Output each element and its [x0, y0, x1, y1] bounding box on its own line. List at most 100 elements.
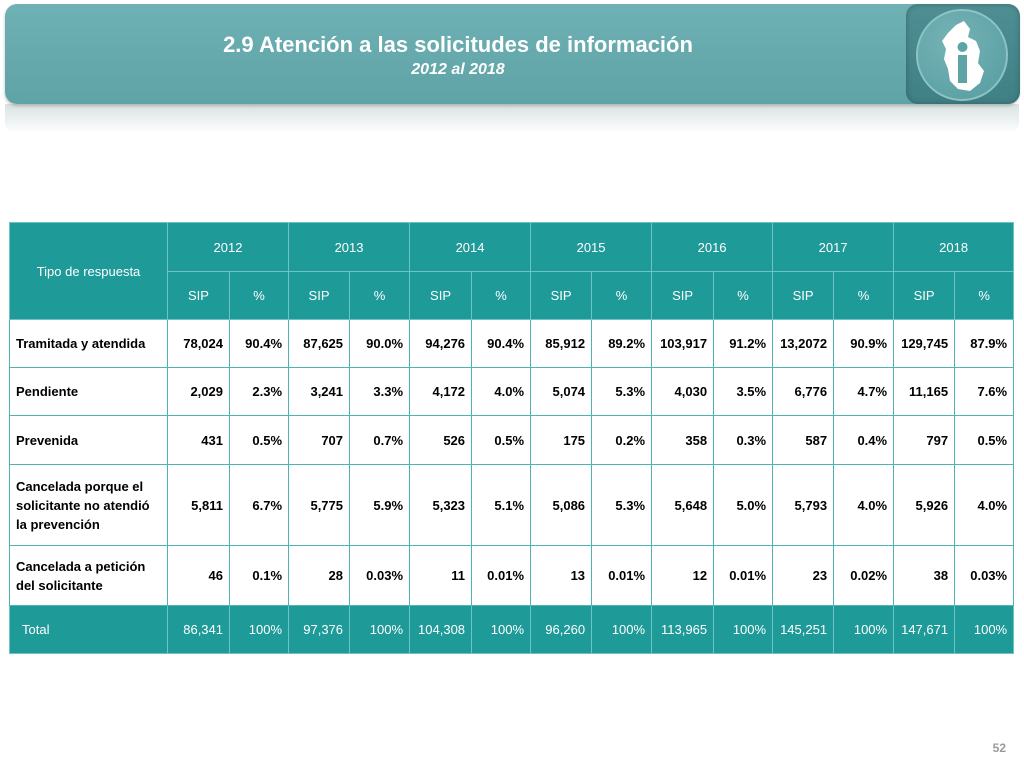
sip-cell: 11,165 — [893, 367, 956, 416]
sip-cell: 797 — [893, 415, 956, 465]
year-header-row: Tipo de respuesta 2012 2013 2014 2015 20… — [9, 222, 1015, 320]
percent-cell: 0.4% — [833, 415, 895, 465]
percent-cell: 90.4% — [471, 319, 532, 368]
total-sip-cell: 86,341 — [167, 605, 230, 654]
sip-cell: 23 — [772, 545, 835, 606]
row-header-tipo: Tipo de respuesta — [9, 222, 168, 320]
logo-mark-icon — [942, 21, 984, 91]
sip-cell: 103,917 — [651, 319, 715, 368]
percent-cell: 5.3% — [591, 367, 653, 416]
percent-cell: 90.4% — [228, 319, 290, 368]
year-header: 2012 — [166, 222, 290, 272]
sip-cell: 13 — [530, 545, 593, 606]
total-row: Total 86,341 100% 97,376 100% 104,308 100% 96,2… — [9, 605, 1015, 654]
table-row: Prevenida 431 0.5% 707 0.7% 526 0.5% 175 0.2% 358… — [9, 415, 1015, 465]
banner-reflection — [5, 104, 1019, 134]
total-sip-cell: 96,260 — [530, 605, 593, 654]
row-label: Tramitada y atendida — [9, 319, 168, 368]
percent-cell: 2.3% — [228, 367, 290, 416]
percent-header: % — [591, 271, 653, 320]
sip-cell: 175 — [530, 415, 593, 465]
percent-cell: 0.01% — [591, 545, 653, 606]
percent-cell: 5.0% — [713, 464, 774, 546]
percent-cell: 0.3% — [713, 415, 774, 465]
sip-cell: 526 — [409, 415, 473, 465]
sip-cell: 431 — [167, 415, 230, 465]
page-number: 52 — [992, 741, 1006, 755]
percent-cell: 6.7% — [228, 464, 290, 546]
sip-cell: 587 — [772, 415, 835, 465]
sip-cell: 4,172 — [409, 367, 473, 416]
percent-cell: 0.01% — [713, 545, 774, 606]
total-percent-cell: 100% — [833, 605, 895, 654]
percent-cell: 5.9% — [349, 464, 411, 546]
percent-cell: 91.2% — [713, 319, 774, 368]
percent-cell: 0.01% — [471, 545, 532, 606]
percent-cell: 90.9% — [833, 319, 895, 368]
percent-header: % — [713, 271, 774, 320]
percent-cell: 4.0% — [833, 464, 895, 546]
sip-cell: 5,811 — [167, 464, 230, 546]
percent-header: % — [349, 271, 411, 320]
sip-cell: 78,024 — [167, 319, 230, 368]
percent-cell: 4.0% — [471, 367, 532, 416]
percent-cell: 5.1% — [471, 464, 532, 546]
sip-cell: 5,926 — [893, 464, 956, 546]
year-header: 2018 — [893, 222, 1015, 272]
cdmx-info-logo-icon — [916, 9, 1008, 101]
total-sip-cell: 145,251 — [772, 605, 835, 654]
sip-cell: 4,030 — [651, 367, 715, 416]
sip-cell: 5,323 — [409, 464, 473, 546]
table-row: Tramitada y atendida 78,024 90.4% 87,625 90.… — [9, 319, 1015, 368]
title-banner — [5, 4, 1019, 104]
sip-cell: 5,086 — [530, 464, 593, 546]
sip-cell: 28 — [288, 545, 351, 606]
row-label: Prevenida — [9, 415, 168, 465]
page-subtitle: 2012 al 2018 — [411, 61, 505, 78]
sip-header: SIP — [893, 271, 956, 320]
total-percent-cell: 100% — [713, 605, 774, 654]
sip-cell: 5,775 — [288, 464, 351, 546]
year-header: 2013 — [288, 222, 411, 272]
total-sip-cell: 147,671 — [893, 605, 956, 654]
row-label: Cancelada porque el solicitante no atend… — [9, 464, 168, 546]
year-header: 2014 — [409, 222, 532, 272]
sip-header: SIP — [530, 271, 593, 320]
solicitudes-table: Tipo de respuesta 2012 2013 2014 2015 20… — [9, 222, 1015, 654]
sip-cell: 3,241 — [288, 367, 351, 416]
percent-cell: 0.1% — [228, 545, 290, 606]
sip-cell: 5,074 — [530, 367, 593, 416]
year-header: 2015 — [530, 222, 653, 272]
sip-cell: 2,029 — [167, 367, 230, 416]
percent-cell: 5.3% — [591, 464, 653, 546]
percent-cell: 0.5% — [471, 415, 532, 465]
sip-cell: 46 — [167, 545, 230, 606]
sip-cell: 38 — [893, 545, 956, 606]
sip-header: SIP — [288, 271, 351, 320]
sip-cell: 85,912 — [530, 319, 593, 368]
row-label: Cancelada a petición del solicitante — [9, 545, 168, 606]
percent-cell: 0.03% — [349, 545, 411, 606]
total-sip-cell: 104,308 — [409, 605, 473, 654]
sip-cell: 11 — [409, 545, 473, 606]
total-percent-cell: 100% — [349, 605, 411, 654]
sip-cell: 6,776 — [772, 367, 835, 416]
percent-cell: 3.5% — [713, 367, 774, 416]
percent-header: % — [954, 271, 1015, 320]
percent-header: % — [471, 271, 532, 320]
table-row: Cancelada a petición del solicitante 46 0.… — [9, 545, 1015, 606]
row-label: Pendiente — [9, 367, 168, 416]
sip-header: SIP — [409, 271, 473, 320]
year-header: 2016 — [651, 222, 774, 272]
percent-cell: 3.3% — [349, 367, 411, 416]
sip-cell: 358 — [651, 415, 715, 465]
sip-cell: 12 — [651, 545, 715, 606]
percent-header: % — [833, 271, 895, 320]
percent-cell: 90.0% — [349, 319, 411, 368]
sip-header: SIP — [167, 271, 230, 320]
table-row: Pendiente 2,029 2.3% 3,241 3.3% 4,172 4.0% 5,07… — [9, 367, 1015, 416]
percent-cell: 0.03% — [954, 545, 1015, 606]
total-sip-cell: 113,965 — [651, 605, 715, 654]
percent-cell: 0.5% — [954, 415, 1015, 465]
sip-cell: 707 — [288, 415, 351, 465]
